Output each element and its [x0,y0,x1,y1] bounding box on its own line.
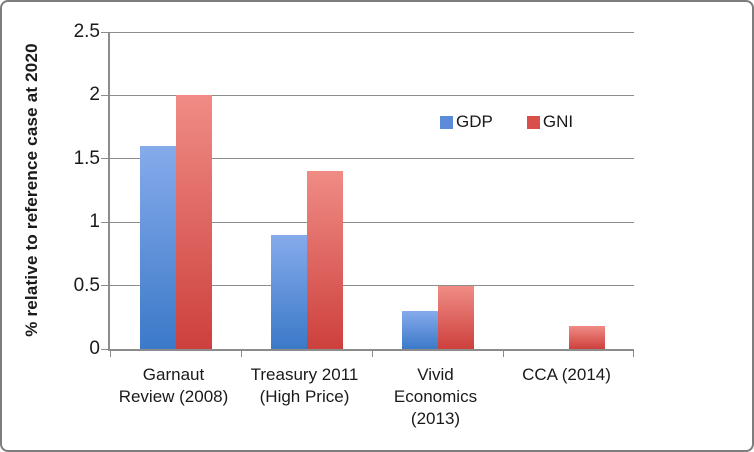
category-label: Garnaut Review (2008) [118,365,229,406]
y-tick-mark [101,221,110,223]
y-tick-mark [101,31,110,33]
y-tick-label: 0.5 [73,274,100,296]
bar-gdp-category-0 [139,146,176,349]
category-label: Treasury 2011 (High Price) [250,365,359,406]
y-tick-mark [101,348,110,350]
x-tick-mark [372,349,373,357]
x-tick-mark [633,349,634,357]
bar-gdp-category-1 [270,234,307,349]
bar-gni-category-3 [568,326,605,349]
gridline [110,285,634,287]
y-tick-mark [101,94,110,96]
y-tick-label: 1 [89,211,100,233]
bar-gni-category-0 [175,95,212,349]
y-tick-label: 0 [89,338,100,359]
gridline [110,221,634,223]
y-tick-label: 2.5 [73,21,100,42]
bar-gdp-category-2 [401,310,438,349]
gridline [110,158,634,160]
legend-item-gdp: GDP [440,112,493,132]
gridline [110,31,634,33]
gridline [110,94,634,96]
y-axis-tick-labels: 0 0.5 1 1.5 2 2.5 [2,2,100,450]
gdp-color-swatch [440,115,453,129]
y-tick-mark [101,158,110,160]
legend-label-gni: GNI [542,112,574,131]
x-tick-mark [110,349,111,357]
legend: GDP GNI [440,112,573,132]
plot-area: GDP GNI [101,31,634,357]
bar-gni-category-2 [437,285,474,349]
x-tick-mark [241,349,242,357]
legend-item-gni: GNI [526,112,574,132]
x-tick-mark [503,349,504,357]
y-tick-label: 2 [89,84,100,106]
bar-gni-category-1 [306,171,343,349]
gni-color-swatch [526,115,540,129]
legend-label-gdp: GDP [456,112,493,131]
category-label: CCA (2014) [522,365,611,384]
category-label: Vivid Economics (2013) [393,365,478,428]
y-tick-mark [101,285,110,287]
y-tick-label: 1.5 [73,147,100,169]
